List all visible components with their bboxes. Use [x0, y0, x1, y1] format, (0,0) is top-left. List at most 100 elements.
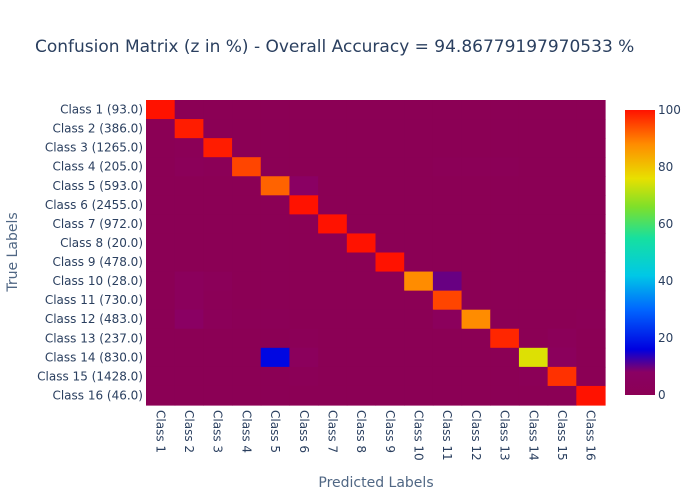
- colorbar-tick-label: 80: [658, 160, 673, 174]
- heatmap-cell: [146, 347, 176, 368]
- heatmap-cell: [174, 385, 204, 406]
- x-tick-label: Class 10: [412, 410, 426, 461]
- heatmap-cell: [260, 233, 291, 254]
- x-tick-label: Class 13: [498, 410, 512, 461]
- heatmap-cell: [576, 271, 606, 292]
- heatmap-cell: [203, 100, 233, 120]
- heatmap-cell: [289, 309, 319, 330]
- heatmap-cell: [404, 100, 434, 120]
- heatmap-cell: [146, 252, 176, 273]
- heatmap-cell: [346, 271, 377, 292]
- heatmap-cell: [375, 233, 405, 254]
- heatmap-cell: [318, 195, 348, 215]
- y-tick-label: Class 15 (1428.0): [37, 369, 143, 383]
- heatmap-cell: [260, 271, 291, 292]
- heatmap-cell: [232, 138, 262, 158]
- heatmap-cell: [232, 271, 262, 292]
- heatmap-cell: [490, 176, 520, 196]
- heatmap-cell: [232, 176, 262, 196]
- heatmap-cell: [174, 214, 204, 235]
- heatmap-cell: [547, 271, 577, 292]
- heatmap-cell: [146, 290, 176, 311]
- heatmap-cell: [576, 176, 606, 196]
- heatmap-cell: [375, 252, 405, 273]
- heatmap-cell: [518, 328, 549, 349]
- heatmap-cell: [318, 271, 348, 292]
- heatmap-cell: [576, 290, 606, 311]
- heatmap-cell: [404, 347, 434, 368]
- heatmap-cell: [432, 157, 463, 177]
- chart-title: Confusion Matrix (z in %) - Overall Accu…: [35, 37, 634, 57]
- heatmap-cell: [518, 290, 549, 311]
- heatmap-cell: [404, 176, 434, 196]
- heatmap-cell: [490, 214, 520, 235]
- heatmap-cell: [232, 366, 262, 387]
- heatmap-cell: [547, 328, 577, 349]
- heatmap-cell: [490, 195, 520, 215]
- heatmap-cell: [576, 328, 606, 349]
- heatmap-cell: [318, 233, 348, 254]
- x-tick-label: Class 3: [211, 410, 225, 453]
- y-tick-label: Class 4 (205.0): [52, 160, 143, 174]
- heatmap-cell: [289, 290, 319, 311]
- heatmap-cell: [232, 157, 262, 177]
- heatmap-cell: [518, 176, 549, 196]
- heatmap-cell: [203, 309, 233, 330]
- heatmap-cell: [432, 271, 463, 292]
- heatmap-cell: [576, 366, 606, 387]
- heatmap-cell: [346, 138, 377, 158]
- heatmap-cell: [404, 290, 434, 311]
- y-tick-label: Class 6 (2455.0): [45, 198, 143, 212]
- heatmap-cell: [203, 195, 233, 215]
- heatmap-cell: [260, 119, 291, 139]
- heatmap-cell: [174, 195, 204, 215]
- heatmap-cell: [318, 347, 348, 368]
- x-axis-label: Predicted Labels: [318, 475, 433, 491]
- x-tick-label: Class 12: [469, 410, 483, 461]
- heatmap-cell: [289, 119, 319, 139]
- heatmap-cell: [461, 366, 491, 387]
- heatmap-cell: [174, 100, 204, 120]
- heatmap-cell: [203, 119, 233, 139]
- heatmap-cell: [404, 119, 434, 139]
- heatmap-cell: [461, 214, 491, 235]
- heatmap-cell: [461, 271, 491, 292]
- heatmap-cell: [576, 347, 606, 368]
- heatmap-cell: [461, 176, 491, 196]
- heatmap-cell: [346, 157, 377, 177]
- heatmap-cell: [404, 138, 434, 158]
- y-tick-label: Class 11 (730.0): [45, 293, 143, 307]
- heatmap-cell: [289, 195, 319, 215]
- heatmap-cell: [461, 290, 491, 311]
- heatmap-cell: [375, 138, 405, 158]
- heatmap-cell: [547, 195, 577, 215]
- x-tick-label: Class 9: [383, 410, 397, 453]
- heatmap-cell: [232, 252, 262, 273]
- x-tick-label: Class 8: [354, 410, 368, 453]
- heatmap-cell: [404, 366, 434, 387]
- colorbar-tick-label: 100: [658, 103, 681, 117]
- heatmap-cell: [146, 271, 176, 292]
- heatmap-cell: [289, 366, 319, 387]
- heatmap-cell: [289, 347, 319, 368]
- heatmap-cell: [518, 138, 549, 158]
- heatmap-cell: [232, 328, 262, 349]
- heatmap-cell: [375, 100, 405, 120]
- heatmap-cell: [289, 214, 319, 235]
- heatmap-cell: [203, 385, 233, 406]
- heatmap-cell: [375, 328, 405, 349]
- heatmap-cell: [289, 252, 319, 273]
- heatmap-cells: [146, 100, 606, 406]
- heatmap-cell: [346, 176, 377, 196]
- x-tick-label: Class 6: [297, 410, 311, 453]
- heatmap-cell: [346, 385, 377, 406]
- heatmap-cell: [518, 252, 549, 273]
- x-tick-label: Class 4: [239, 410, 253, 453]
- heatmap-cell: [260, 252, 291, 273]
- heatmap-cell: [404, 328, 434, 349]
- heatmap-cell: [375, 119, 405, 139]
- heatmap-cell: [289, 328, 319, 349]
- y-tick-label: Class 8 (20.0): [60, 236, 143, 250]
- heatmap-cell: [232, 119, 262, 139]
- heatmap-cell: [547, 119, 577, 139]
